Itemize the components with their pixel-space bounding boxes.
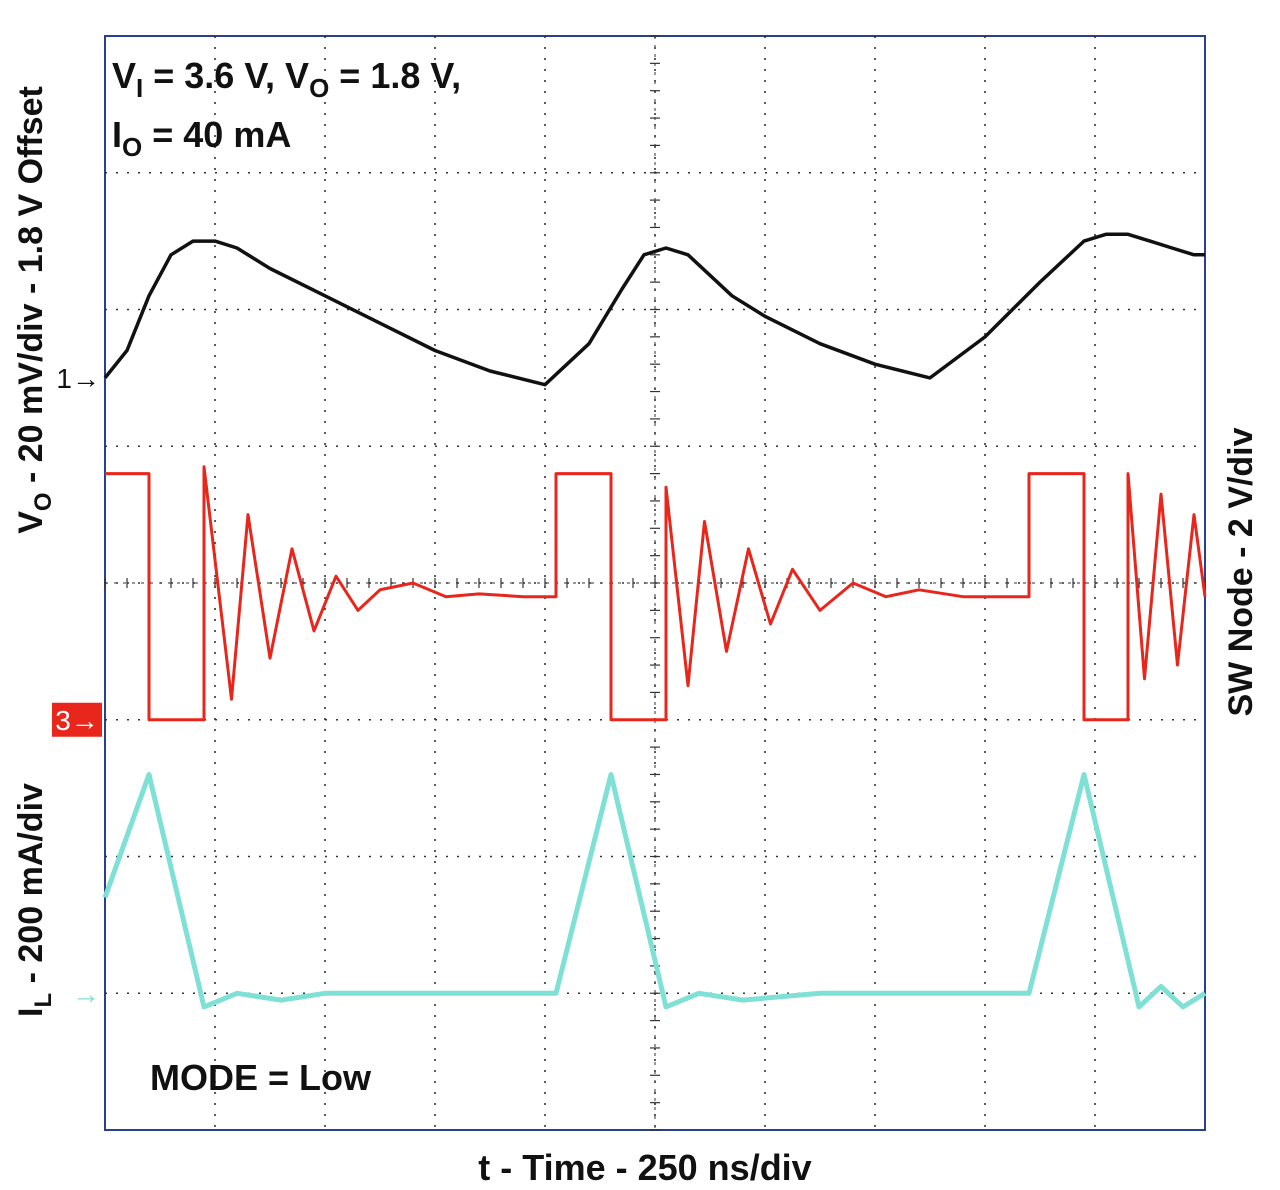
y-axis-label-vo: VO - 20 mV/div - 1.8 V Offset: [12, 86, 57, 534]
trace-sw: [105, 465, 1207, 722]
channel-4-marker: →: [72, 978, 100, 1009]
channel-3-marker-box: [52, 702, 102, 737]
traces: [102, 232, 1207, 1010]
conditions-line-1: VI = 3.6 V, VO = 1.8 V,: [112, 55, 461, 103]
y-axis-label-il: IL - 200 mA/div: [12, 783, 57, 1017]
channel-markers: 1→ 3→ →: [52, 363, 102, 1009]
conditions-line-2: IO = 40 mA: [112, 114, 291, 162]
mode-annotation: MODE = Low: [150, 1057, 372, 1098]
y-axis-label-right: SW Node - 2 V/div: [1222, 427, 1260, 716]
trace-il: [102, 772, 1207, 1010]
channel-1-marker: 1→: [56, 363, 100, 394]
channel-3-marker: 3→: [55, 705, 99, 736]
x-axis-label: t - Time - 250 ns/div: [478, 1147, 811, 1188]
trace-vo: [103, 232, 1205, 387]
